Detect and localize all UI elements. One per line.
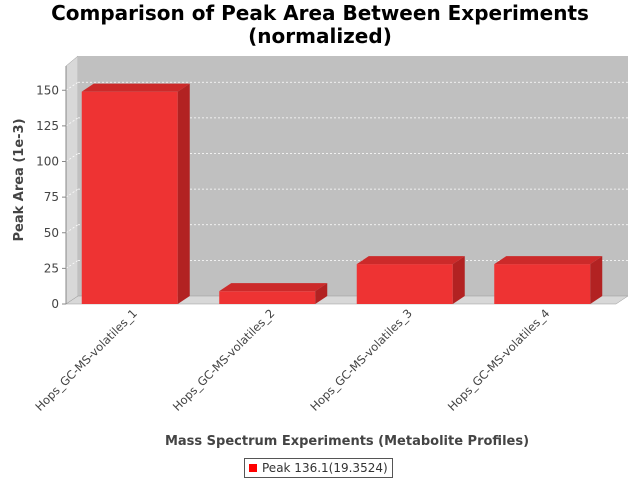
x-tick-label: Hops_GC-MS-volatiles_3 <box>307 306 414 413</box>
y-tick-label: 50 <box>44 226 59 240</box>
y-tick-label: 125 <box>36 119 59 133</box>
y-axis-ticks: 0 25 50 75 100 125 150 <box>36 66 67 311</box>
legend-label: Peak 136.1(19.3524) <box>262 461 388 475</box>
grid-line-wall <box>65 153 79 162</box>
bars <box>81 83 603 304</box>
y-tick-label: 100 <box>36 155 59 169</box>
y-tick-label: 75 <box>44 190 59 204</box>
chart-title: Comparison of Peak Area Between Experime… <box>0 2 640 48</box>
chart-title-line-1: Comparison of Peak Area Between Experime… <box>51 1 589 25</box>
x-axis-title: Mass Spectrum Experiments (Metabolite Pr… <box>165 434 529 449</box>
bar-top <box>219 283 328 292</box>
bar <box>81 91 178 304</box>
grid-line-wall <box>65 260 79 269</box>
x-tick-label: Hops_GC-MS-volatiles_1 <box>32 306 139 413</box>
bar-top <box>81 83 190 92</box>
bar-top <box>356 256 465 265</box>
bar-side <box>590 256 603 304</box>
plot-left-wall <box>65 55 79 305</box>
grid-line-wall <box>65 117 79 127</box>
grid-line-wall <box>65 224 79 234</box>
bar <box>494 264 591 304</box>
legend-swatch <box>249 464 257 472</box>
bar-top <box>494 256 603 265</box>
bar-side <box>315 283 328 304</box>
y-tick-label: 0 <box>51 297 59 311</box>
x-axis-ticks: Hops_GC-MS-volatiles_1 Hops_GC-MS-volatil… <box>32 306 552 413</box>
x-tick-label: Hops_GC-MS-volatiles_2 <box>170 306 277 413</box>
x-tick-label: Hops_GC-MS-volatiles_4 <box>445 306 552 413</box>
bar <box>356 264 453 304</box>
legend: Peak 136.1(19.3524) <box>244 458 393 478</box>
bar-side <box>177 83 190 304</box>
y-tick-label: 25 <box>44 261 59 275</box>
chart-title-line-2: (normalized) <box>248 24 392 48</box>
bar-side <box>452 256 465 304</box>
y-tick-label: 150 <box>36 83 59 97</box>
y-axis-title: Peak Area (1e-3) <box>12 118 27 241</box>
grid-line-wall <box>65 81 79 91</box>
bar <box>219 291 316 304</box>
grid-lines <box>65 81 628 269</box>
grid-line-wall <box>65 188 79 198</box>
